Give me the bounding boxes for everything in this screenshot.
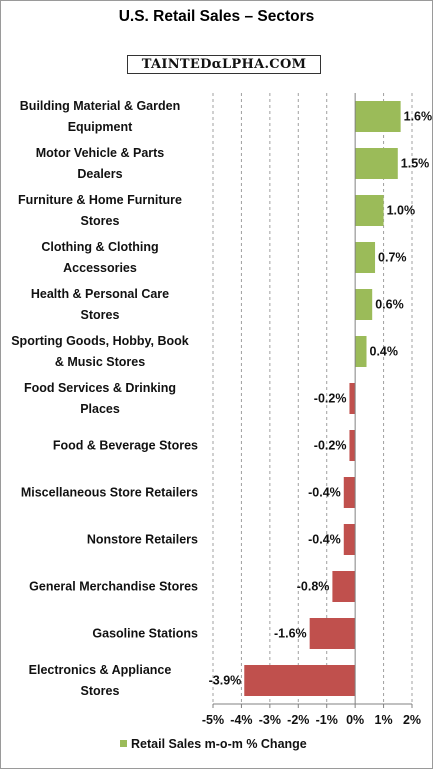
bar [355,148,398,179]
data-label: -0.8% [297,580,330,594]
bar [349,430,356,461]
bar [332,571,356,602]
bar [309,618,356,649]
data-label: 0.4% [370,345,399,359]
bar [355,289,373,320]
chart-title: U.S. Retail Sales – Sectors [118,8,315,25]
bar [244,665,356,696]
logo: TAINTEDαLPHA.COM [127,55,321,74]
data-label: -0.4% [308,486,341,500]
data-label: -0.2% [314,439,347,453]
x-tick-label: -5% [202,713,224,727]
category-label: Electronics & Appliance Stores [29,663,172,698]
bar [355,101,401,132]
category-label: Food & Beverage Stores [53,439,198,453]
data-label: 0.7% [378,251,407,265]
legend-label: Retail Sales m-o-m % Change [131,737,307,751]
x-tick-label: -4% [230,713,252,727]
category-label: Sporting Goods, Hobby, Book & Music Store… [11,334,189,369]
category-label: Clothing & Clothing Accessories [41,240,158,275]
x-tick-label: 0% [346,713,364,727]
category-label: Building Material & Garden Equipment [20,99,180,134]
category-label: Nonstore Retailers [87,533,198,547]
x-tick-label: -2% [287,713,309,727]
category-label: Food Services & Drinking Places [24,381,176,416]
category-label: Miscellaneous Store Retailers [21,486,198,500]
data-label: -3.9% [209,674,242,688]
bar [355,195,384,226]
data-label: 1.6% [404,110,433,124]
category-label: Motor Vehicle & Parts Dealers [36,146,165,181]
data-label: 1.5% [401,157,430,171]
x-tick-label: 1% [375,713,393,727]
bar [349,383,356,414]
x-tick-label: -3% [259,713,281,727]
x-tick-label: -1% [316,713,338,727]
legend-swatch [120,740,127,747]
category-label: Gasoline Stations [92,627,198,641]
bar [343,524,356,555]
data-label: 0.6% [375,298,404,312]
data-label: -0.2% [314,392,347,406]
category-label: Health & Personal Care Stores [31,287,169,322]
category-label: Furniture & Home Furniture Stores [18,193,182,228]
data-label: -0.4% [308,533,341,547]
data-label: 1.0% [387,204,416,218]
category-label: General Merchandise Stores [29,580,198,594]
bar [343,477,356,508]
data-label: -1.6% [274,627,307,641]
x-tick-label: 2% [403,713,421,727]
bar [355,336,367,367]
bar [355,242,376,273]
